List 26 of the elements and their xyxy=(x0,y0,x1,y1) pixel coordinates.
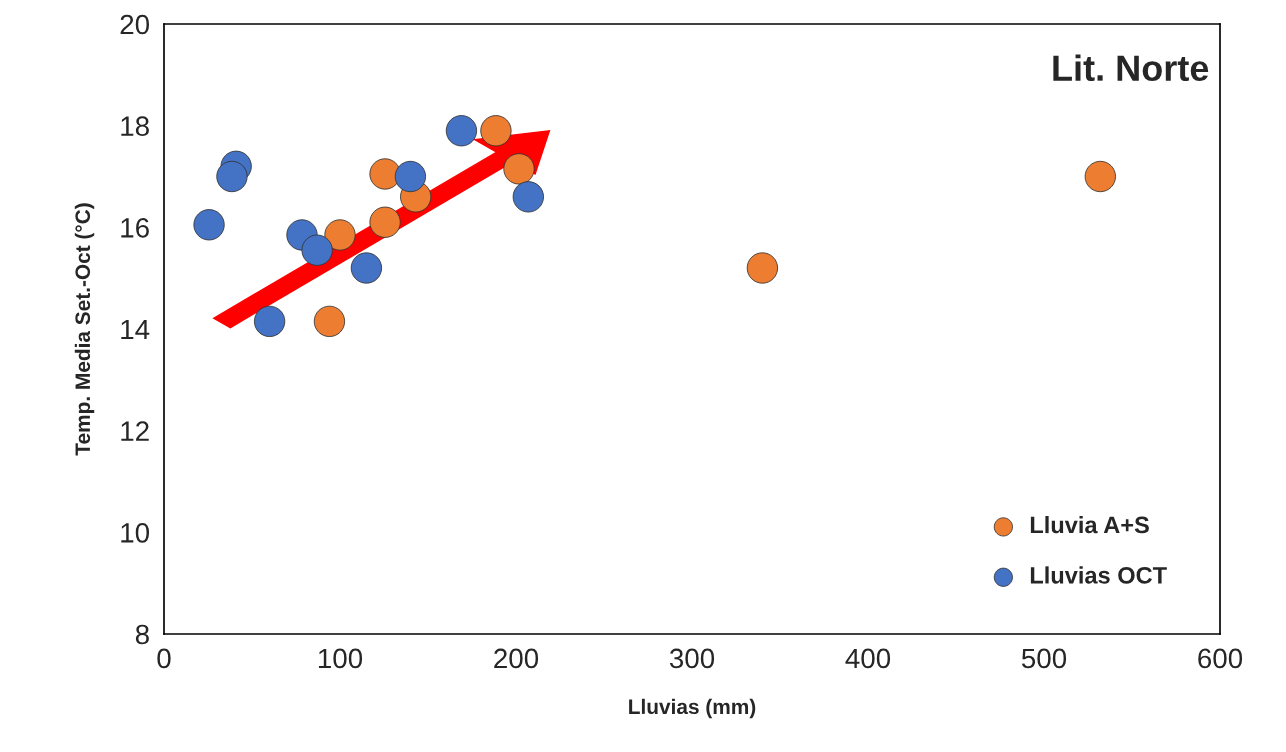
legend-label: Lluvia A+S xyxy=(1030,516,1149,534)
text: Lit. Norte xyxy=(1053,54,1209,82)
point xyxy=(503,153,535,185)
point xyxy=(369,206,401,238)
x-tick-label: 500 xyxy=(1021,648,1067,669)
y-tick-label: 8 xyxy=(135,624,149,645)
y-tick-label: 10 xyxy=(121,523,150,543)
y-tick-label: 16 xyxy=(121,218,149,238)
y-tick-label: 12 xyxy=(121,421,149,441)
y-axis-title: Temp. Media Set.-Oct (°C) xyxy=(74,203,95,456)
x-axis-title: Lluvias (mm) xyxy=(629,698,756,719)
legend-label: Lluvias OCT xyxy=(1030,566,1167,584)
y-tick-label: 20 xyxy=(120,14,150,35)
point xyxy=(193,209,225,241)
x-tick-label: 300 xyxy=(669,648,715,669)
x-tick-label: 200 xyxy=(494,648,539,669)
point xyxy=(350,252,383,284)
x-tick-label: 600 xyxy=(1198,648,1243,669)
x-tick-label: 400 xyxy=(845,648,891,669)
point xyxy=(512,181,544,213)
x-tick-label: 100 xyxy=(318,648,363,669)
y-tick-label: 18 xyxy=(121,116,149,137)
point xyxy=(1084,160,1116,193)
x-tick-label: 0 xyxy=(157,648,171,669)
y-tick-label: 14 xyxy=(121,319,150,340)
point xyxy=(313,305,346,338)
